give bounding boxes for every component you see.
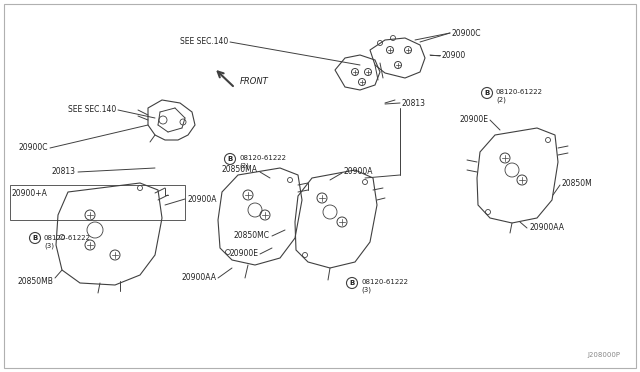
Circle shape: [481, 87, 493, 99]
Text: (3): (3): [44, 243, 54, 249]
Text: 08120-61222: 08120-61222: [44, 235, 91, 241]
Circle shape: [29, 232, 40, 244]
Text: 20900A: 20900A: [187, 195, 216, 203]
Text: B: B: [484, 90, 490, 96]
Text: 20900: 20900: [442, 51, 467, 60]
Text: 08120-61222: 08120-61222: [239, 155, 286, 161]
Circle shape: [346, 278, 358, 289]
Text: 20900E: 20900E: [459, 115, 488, 125]
Text: (2): (2): [239, 163, 249, 169]
Text: (3): (3): [361, 287, 371, 293]
Circle shape: [225, 154, 236, 164]
Text: SEE SEC.140: SEE SEC.140: [180, 38, 228, 46]
Text: B: B: [349, 280, 355, 286]
Text: B: B: [33, 235, 38, 241]
Text: (2): (2): [496, 97, 506, 103]
Text: 20900+A: 20900+A: [12, 189, 48, 198]
Text: 20900C: 20900C: [452, 29, 481, 38]
Text: J208000P: J208000P: [587, 352, 620, 358]
Text: 20813: 20813: [402, 99, 426, 108]
Text: 20850MC: 20850MC: [234, 231, 270, 241]
Text: 20813: 20813: [52, 167, 76, 176]
Text: 08120-61222: 08120-61222: [361, 279, 408, 285]
Text: 20900AA: 20900AA: [529, 224, 564, 232]
Text: 20900C: 20900C: [19, 144, 48, 153]
Text: 20900E: 20900E: [229, 250, 258, 259]
Text: 20900AA: 20900AA: [181, 273, 216, 282]
Text: 20850M: 20850M: [562, 179, 593, 187]
Text: 08120-61222: 08120-61222: [496, 89, 543, 95]
Text: SEE SEC.140: SEE SEC.140: [68, 106, 116, 115]
Text: FRONT: FRONT: [240, 77, 269, 87]
Text: 20900A: 20900A: [344, 167, 374, 176]
Text: 20850MA: 20850MA: [222, 166, 258, 174]
Bar: [10, 185, 185, 220]
Text: 20850MB: 20850MB: [17, 278, 53, 286]
Text: B: B: [227, 156, 232, 162]
